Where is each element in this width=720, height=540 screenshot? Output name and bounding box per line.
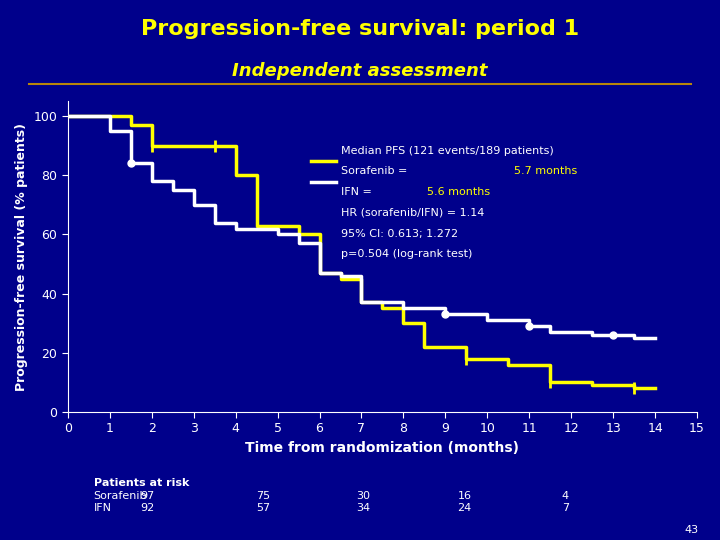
Text: 7: 7 <box>562 503 569 514</box>
Y-axis label: Progression-free survival (% patients): Progression-free survival (% patients) <box>15 123 28 390</box>
Text: 5.6 months: 5.6 months <box>428 187 490 197</box>
Text: 75: 75 <box>256 491 270 502</box>
Text: Patients at risk: Patients at risk <box>94 478 189 488</box>
Text: 24: 24 <box>457 503 472 514</box>
Text: Sorafenib: Sorafenib <box>94 491 147 502</box>
Text: Independent assessment: Independent assessment <box>233 62 487 80</box>
X-axis label: Time from randomization (months): Time from randomization (months) <box>246 441 519 455</box>
Text: 43: 43 <box>684 524 698 535</box>
Text: 16: 16 <box>457 491 472 502</box>
Text: 5.7 months: 5.7 months <box>514 166 577 177</box>
Text: 57: 57 <box>256 503 270 514</box>
Text: 95% CI: 0.613; 1.272: 95% CI: 0.613; 1.272 <box>341 228 458 239</box>
Text: HR (sorafenib/IFN) = 1.14: HR (sorafenib/IFN) = 1.14 <box>341 208 484 218</box>
Text: 30: 30 <box>356 491 371 502</box>
Text: Median PFS (121 events/189 patients): Median PFS (121 events/189 patients) <box>341 146 553 156</box>
Text: 4: 4 <box>562 491 569 502</box>
Text: 92: 92 <box>140 503 155 514</box>
Text: 34: 34 <box>356 503 371 514</box>
Text: Progression-free survival: period 1: Progression-free survival: period 1 <box>141 19 579 39</box>
Text: IFN =: IFN = <box>341 187 375 197</box>
Text: 97: 97 <box>140 491 155 502</box>
Text: p=0.504 (log-rank test): p=0.504 (log-rank test) <box>341 249 472 259</box>
Text: Sorafenib =: Sorafenib = <box>341 166 410 177</box>
Text: IFN: IFN <box>94 503 112 514</box>
